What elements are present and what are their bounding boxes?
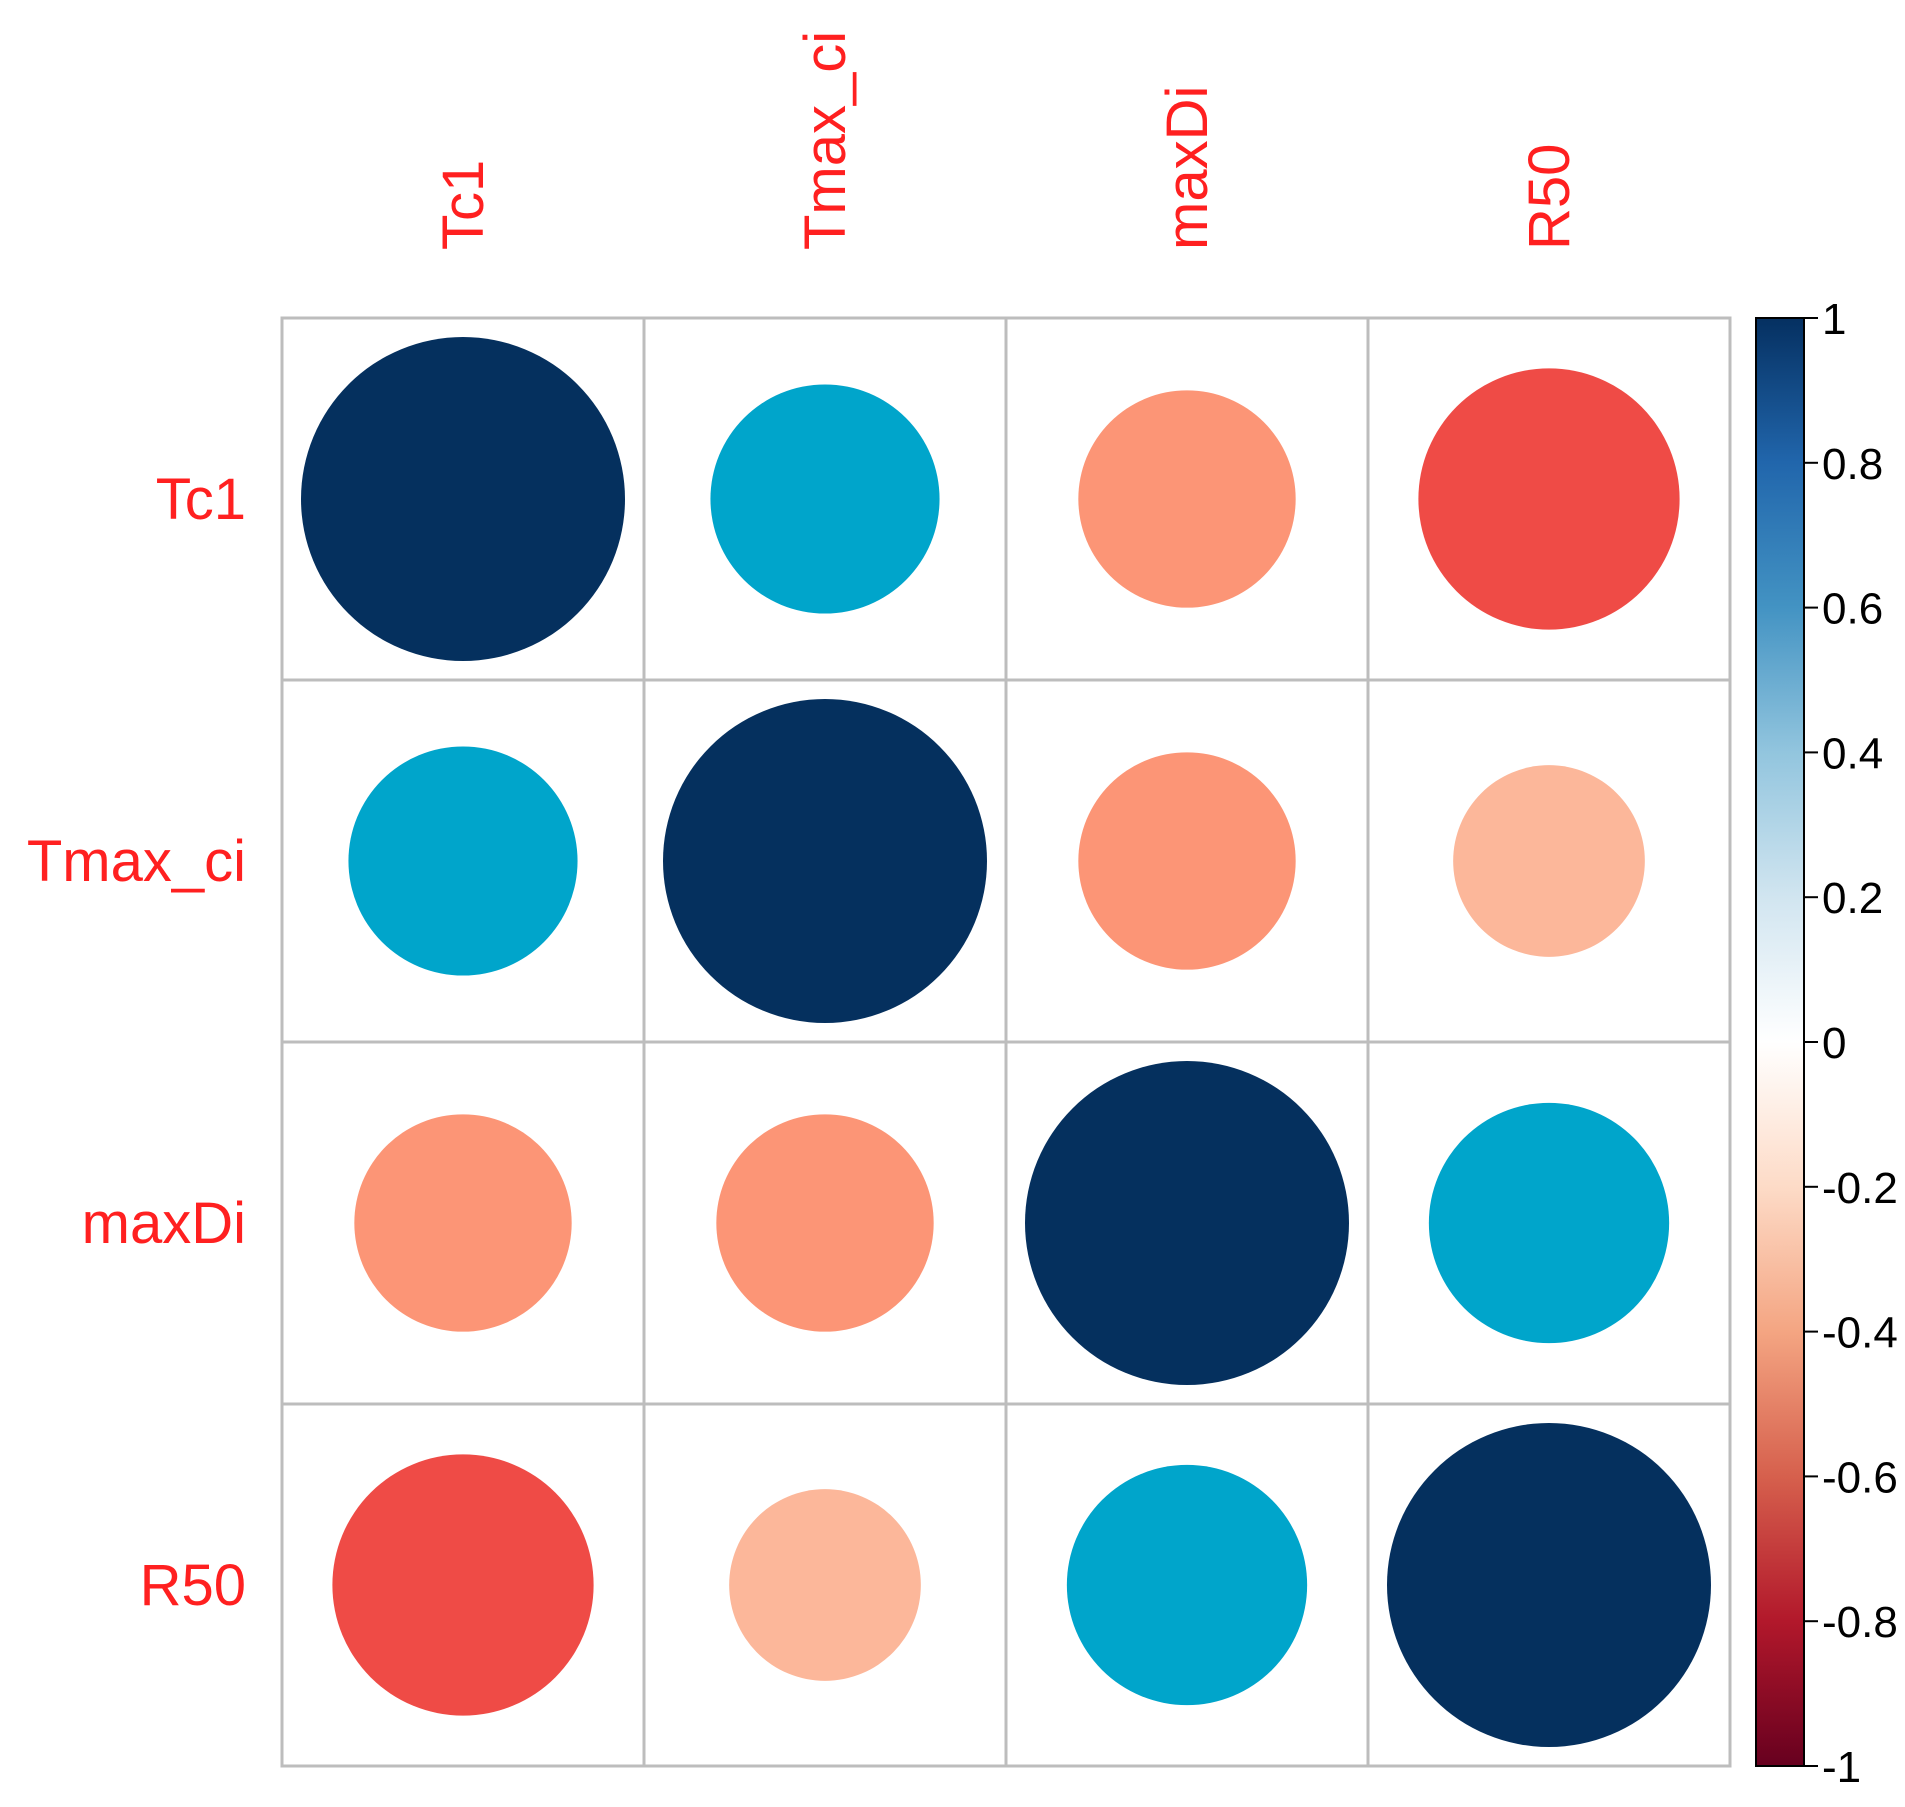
correlation-circles	[301, 337, 1711, 1747]
correlation-circle-tc1-tmax-ci	[710, 384, 940, 614]
correlation-circle-tmax-ci-r50	[1453, 765, 1645, 957]
legend-tick-label: 0.6	[1822, 585, 1883, 634]
column-label-maxdi: maxDi	[1155, 86, 1220, 250]
legend-tick-label: 0	[1822, 1019, 1846, 1068]
correlation-circle-tc1-tc1	[301, 337, 625, 661]
column-label-r50: R50	[1517, 144, 1582, 250]
matrix-grid	[280, 316, 1732, 1768]
row-label-tmax-ci: Tmax_ci	[27, 829, 246, 894]
legend-tick-label: 1	[1822, 295, 1846, 344]
legend-tick-label: 0.4	[1822, 729, 1883, 778]
correlation-circle-tmax-ci-tc1	[348, 746, 578, 976]
legend-tick-label: 0.2	[1822, 874, 1883, 923]
correlation-circle-tc1-maxdi	[1078, 390, 1296, 608]
row-label-tc1: Tc1	[156, 467, 246, 532]
correlation-circle-maxdi-maxdi	[1025, 1061, 1349, 1385]
correlation-circle-maxdi-r50	[1428, 1102, 1670, 1344]
legend-tick-label: -1	[1822, 1743, 1861, 1792]
row-label-maxdi: maxDi	[82, 1191, 246, 1256]
legend-tick-label: 0.8	[1822, 440, 1883, 489]
correlation-circle-tmax-ci-maxdi	[1078, 752, 1296, 970]
legend-tick-label: -0.4	[1822, 1309, 1898, 1358]
legend-tick-label: -0.6	[1822, 1453, 1898, 1502]
row-label-r50: R50	[140, 1553, 246, 1618]
correlation-circle-maxdi-tc1	[354, 1114, 572, 1332]
color-legend: 1 0.8 0.6 0.4 0.2 0 -0.2 -0.4 -0.6 -0.8 -1	[1755, 295, 1898, 1792]
legend-tick-label: -0.8	[1822, 1598, 1898, 1647]
correlation-circle-maxdi-tmax-ci	[716, 1114, 934, 1332]
correlation-circle-r50-tmax-ci	[729, 1489, 921, 1681]
column-labels: Tc1 Tmax_ci maxDi R50	[431, 31, 1582, 250]
column-label-tc1: Tc1	[431, 160, 496, 250]
correlation-circle-r50-tc1	[332, 1454, 594, 1716]
correlation-circle-tmax-ci-tmax-ci	[663, 699, 987, 1023]
row-labels: Tc1 Tmax_ci maxDi R50	[27, 467, 246, 1618]
correlation-circle-r50-maxdi	[1066, 1464, 1308, 1706]
correlation-circle-r50-r50	[1387, 1423, 1711, 1747]
correlation-circle-tc1-r50	[1418, 368, 1680, 630]
column-label-tmax-ci: Tmax_ci	[793, 31, 858, 250]
legend-color-bar	[1755, 317, 1805, 1767]
legend-tick-label: -0.2	[1822, 1164, 1898, 1213]
